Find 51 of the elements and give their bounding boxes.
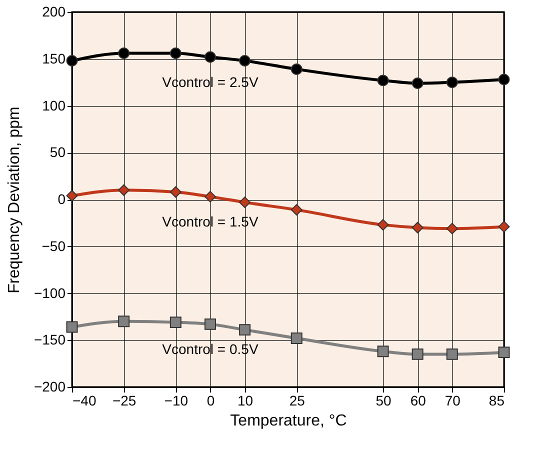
point [170,316,182,328]
point [170,48,182,59]
y-tick-label: 200 [42,4,66,20]
point [66,190,78,202]
x-tick-label: 10 [238,392,254,408]
point [446,76,458,88]
point [239,196,251,208]
x-tick-label: 70 [444,392,461,408]
point [290,332,302,344]
point [498,74,510,86]
y-tick-label: −200 [34,378,66,394]
point [377,346,389,358]
point [412,348,424,360]
y-tick-label: −100 [34,284,66,301]
point [412,78,424,89]
y-tick-label: −150 [34,332,66,348]
point [66,55,78,66]
point [204,318,216,330]
x-tick-label: −40 [72,392,96,408]
point [290,204,302,216]
point [446,222,458,234]
point [118,48,130,59]
x-tick-label: −25 [112,392,136,408]
x-tick-label: −10 [164,392,188,408]
y-axis-title: Frequency Deviation, ppm [6,106,23,294]
point [412,222,424,234]
x-tick-label: 50 [376,392,392,408]
x-tick-label: 85 [488,392,505,408]
point [239,55,251,66]
point [204,190,216,202]
y-tick-label: 50 [50,144,66,160]
point [377,74,389,86]
point [170,186,182,198]
point [290,63,302,75]
point [446,348,458,360]
x-axis-title: Temperature, °C [230,412,347,430]
x-tick-label: 0 [206,392,215,408]
point [377,219,389,231]
point [118,184,130,196]
point [239,324,251,336]
y-tick-label: 0 [58,191,66,207]
y-tick-label: 150 [42,50,66,66]
point [118,316,130,328]
point [66,321,78,333]
point [204,51,216,63]
point [498,220,510,232]
point [498,346,510,358]
y-tick-label: 100 [42,97,66,114]
x-tick-label: 25 [289,392,306,408]
x-tick-label: 60 [410,392,426,408]
y-tick-label: −50 [42,238,66,254]
